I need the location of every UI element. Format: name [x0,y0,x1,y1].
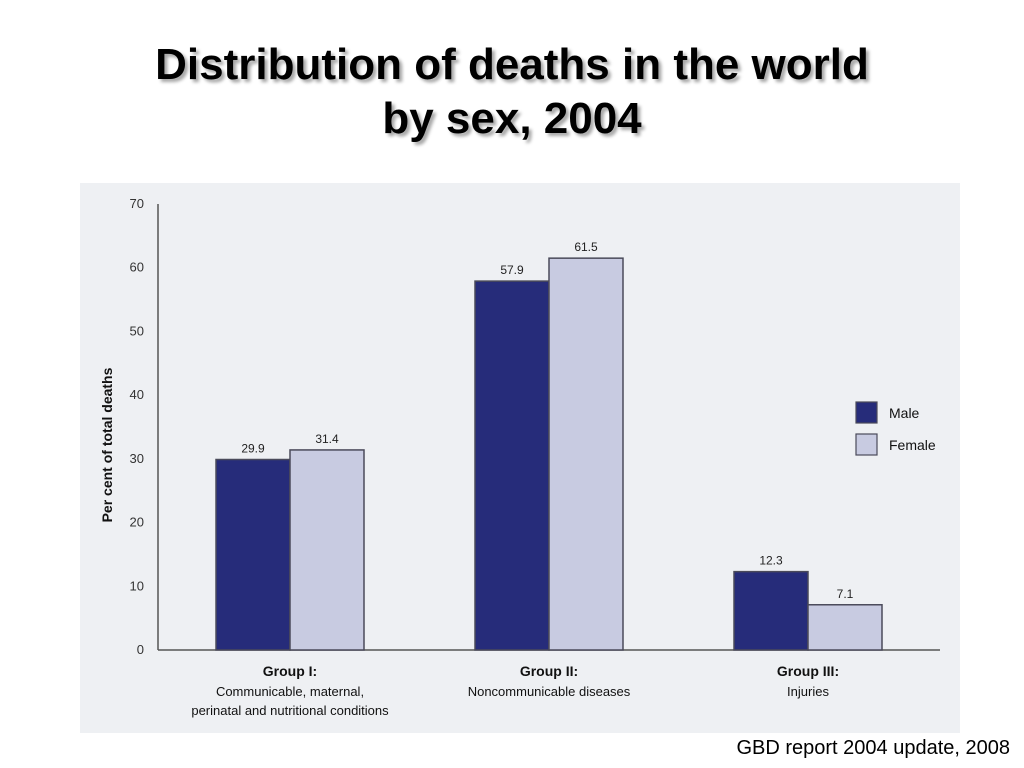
page-title: Distribution of deaths in the world by s… [0,38,1024,146]
y-tick-label: 60 [130,260,144,275]
y-tick-label: 40 [130,387,144,402]
chart-panel: Per cent of total deaths 0 10 20 30 40 50 60 70… [80,183,960,733]
y-tick-label: 20 [130,515,144,530]
bar-female-2 [548,257,624,651]
y-tick-label: 30 [130,451,144,466]
bar-male-3 [733,570,809,651]
bar-male-1 [215,458,291,651]
legend-swatch-female [855,433,878,456]
data-label: 29.9 [241,441,265,455]
category-subtitle: Injuries [787,684,829,699]
legend-swatch-male [855,401,878,424]
y-tick-label: 10 [130,578,144,593]
data-label: 12.3 [759,554,783,568]
y-axis-title: Per cent of total deaths [99,367,115,522]
title-line-2: by sex, 2004 [382,94,642,143]
bar-chart: Per cent of total deaths 0 10 20 30 40 50 60 70… [99,196,940,718]
bar-female-3 [807,604,883,651]
y-tick-label: 70 [130,196,144,211]
category-subtitle: Noncommunicable diseases [468,684,631,699]
data-label: 31.4 [315,432,339,446]
bar-female-1 [289,449,365,651]
category-subtitle: perinatal and nutritional conditions [191,703,389,718]
y-tick-label: 50 [130,323,144,338]
bar-male-2 [474,280,550,651]
category-subtitle: Communicable, maternal, [216,684,364,699]
category-title: Group III: [777,663,839,679]
data-label: 61.5 [574,240,598,254]
y-tick-label: 0 [137,642,144,657]
title-line-1: Distribution of deaths in the world [155,40,869,89]
data-label: 57.9 [500,263,524,277]
legend-label-female: Female [889,437,936,453]
category-title: Group I: [263,663,317,679]
source-citation: GBD report 2004 update, 2008 [736,737,1010,759]
data-label: 7.1 [837,587,854,601]
category-title: Group II: [520,663,578,679]
legend-label-male: Male [889,405,920,421]
